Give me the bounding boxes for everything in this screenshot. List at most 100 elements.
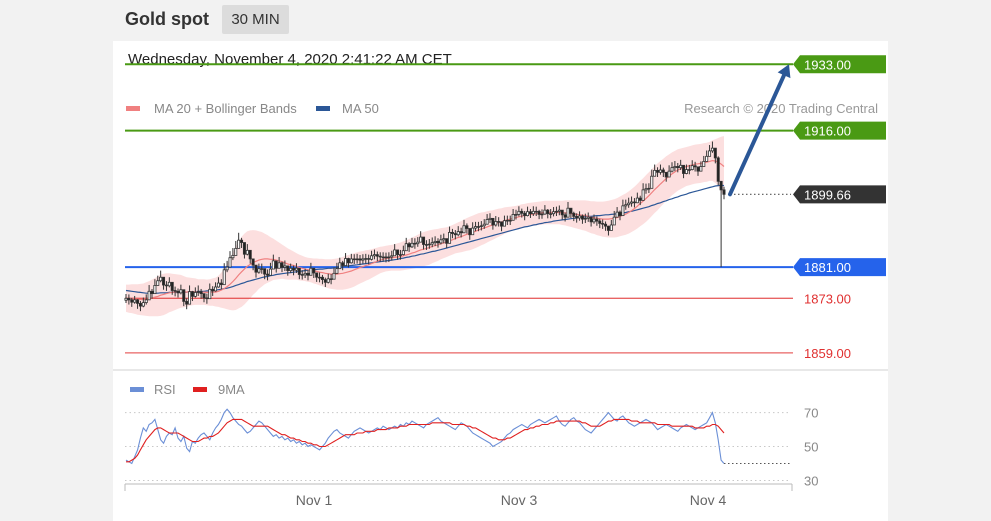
candle-body <box>560 209 564 216</box>
candle-body <box>266 273 270 276</box>
candle-body <box>297 267 301 275</box>
candle-body <box>716 157 720 182</box>
candle-body <box>436 240 440 244</box>
candle-body <box>572 212 576 217</box>
candle-body <box>167 281 171 287</box>
candle-body <box>228 257 232 268</box>
candle-body <box>326 278 330 283</box>
candle-body <box>185 301 189 305</box>
candle-body <box>332 272 336 280</box>
price-tag-support-5: 1859.00 <box>804 346 851 361</box>
candle-body <box>144 299 148 303</box>
candle-body <box>156 280 160 286</box>
candle-body <box>566 207 570 218</box>
candle-body <box>658 169 662 173</box>
candle-body <box>245 249 249 255</box>
candle-body <box>491 217 495 226</box>
candle-body <box>248 249 252 260</box>
candle-body <box>170 281 174 291</box>
candle-body <box>378 255 382 258</box>
candle-body <box>263 268 267 275</box>
candle-body <box>531 210 535 215</box>
candle-body <box>693 165 697 168</box>
candle-body <box>424 244 428 246</box>
candle-body <box>208 288 212 300</box>
candle-body <box>632 201 636 204</box>
candle-body <box>557 209 561 212</box>
candle-body <box>511 214 515 221</box>
candle-body <box>580 215 584 220</box>
candle-body <box>335 268 339 274</box>
candle-body <box>352 258 356 261</box>
candle-body <box>673 166 677 169</box>
candle-body <box>618 211 622 217</box>
legend-swatch-ma20 <box>126 106 140 111</box>
candle-body <box>367 258 371 260</box>
candle-body <box>323 279 327 283</box>
candle-body <box>292 267 296 271</box>
candle-body <box>450 231 454 234</box>
candle-body <box>497 221 501 223</box>
candle-body <box>251 258 255 266</box>
candle-body <box>601 223 605 225</box>
candle-body <box>476 226 480 228</box>
candle-body <box>240 239 244 243</box>
candle-body <box>401 250 405 256</box>
candle-body <box>471 227 475 236</box>
candle-body <box>523 212 527 217</box>
candle-body <box>635 197 639 204</box>
legend-swatch-ma50 <box>316 106 330 111</box>
candle-body <box>398 254 402 256</box>
chart-card: Gold spot 30 MIN Wednesday, November 4, … <box>113 0 888 521</box>
candle-body <box>271 260 275 270</box>
candle-body <box>664 171 668 178</box>
candle-body <box>546 209 550 215</box>
rsi-tick-label-50: 50 <box>804 440 818 455</box>
candle-body <box>242 242 246 255</box>
legend-label-ma50: MA 50 <box>342 101 379 116</box>
candle-body <box>586 216 590 219</box>
candlesticks <box>124 141 726 312</box>
candle-body <box>540 213 544 216</box>
candle-body <box>211 288 215 292</box>
candle-body <box>667 170 671 178</box>
candle-body <box>713 147 717 159</box>
candle-body <box>349 258 353 264</box>
candle-body <box>676 166 680 169</box>
candle-body <box>708 150 712 157</box>
candle-body <box>479 225 483 227</box>
candle-body <box>361 258 365 261</box>
candle-body <box>216 282 220 288</box>
candle-body <box>630 201 634 204</box>
legend-label-9ma: 9MA <box>218 382 245 397</box>
candle-body <box>182 289 186 302</box>
candle-body <box>598 220 602 224</box>
candle-body <box>526 211 530 217</box>
candle-body <box>254 264 258 273</box>
legend-swatch-rsi <box>130 387 144 392</box>
x-tick-label-2: Nov 4 <box>690 492 727 508</box>
x-axis: Nov 1 Nov 3 Nov 4 <box>124 483 793 508</box>
rsi-line <box>125 408 725 465</box>
projection-arrow-shaft <box>728 73 787 197</box>
candle-body <box>124 297 128 301</box>
candle-body <box>682 164 686 174</box>
candle-body <box>661 169 665 173</box>
candle-body <box>710 147 714 152</box>
timeframe-badge[interactable]: 30 MIN <box>222 5 289 34</box>
candle-body <box>488 217 492 220</box>
candle-body <box>653 169 657 177</box>
candle-body <box>422 236 426 245</box>
price-tag-label-last-2: 1899.66 <box>804 187 851 202</box>
candle-body <box>375 254 379 257</box>
candle-body <box>505 219 509 222</box>
price-tag-support-4: 1873.00 <box>804 291 851 306</box>
price-tag-bg-resistance-1 <box>793 121 886 140</box>
candle-body <box>277 262 281 269</box>
candle-body <box>528 211 532 215</box>
candle-body <box>696 166 700 172</box>
candle-body <box>393 249 397 257</box>
candle-body <box>563 214 567 218</box>
candle-body <box>500 221 504 227</box>
candle-body <box>690 165 694 170</box>
